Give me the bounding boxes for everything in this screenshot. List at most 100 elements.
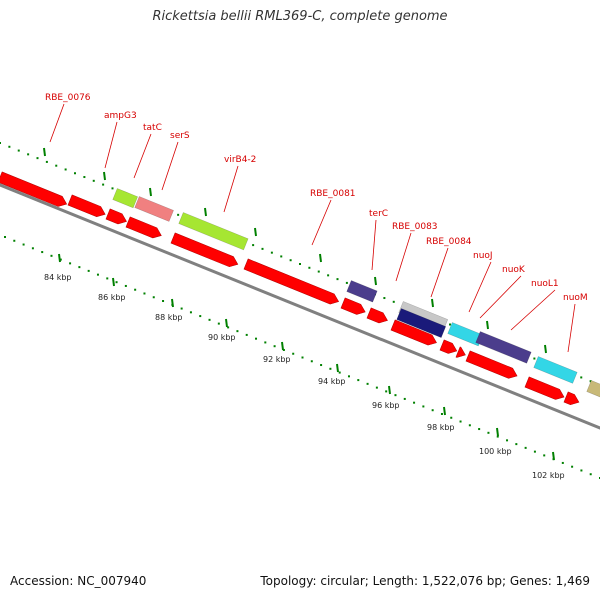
minor-tick: [450, 416, 453, 419]
gene-label: nuoM: [563, 293, 588, 303]
kbp-tick-label: 98 kbp: [427, 423, 455, 432]
label-leader-line: [479, 275, 522, 319]
label-leader-line: [133, 133, 152, 179]
cds-arrow: [524, 376, 565, 400]
minor-tick: [41, 251, 44, 254]
minor-tick: [422, 405, 425, 408]
minor-tick: [199, 315, 202, 318]
minor-tick: [589, 473, 592, 476]
minor-tick: [177, 213, 180, 216]
major-tick: [552, 451, 555, 461]
accession-text: Accession: NC_007940: [10, 574, 147, 588]
major-tick: [254, 227, 257, 237]
gene-block: [586, 380, 600, 400]
gene-labels: RBE_0076 ampG3 tatC serS virB4-2 RBE_0081 terC…: [45, 93, 588, 303]
kbp-tick-label: 96 kbp: [372, 401, 400, 410]
minor-tick: [217, 322, 220, 325]
minor-tick: [227, 326, 230, 329]
minor-tick: [22, 243, 25, 246]
minor-tick: [96, 273, 99, 276]
minor-tick: [413, 401, 416, 404]
minor-tick: [189, 311, 192, 314]
minor-tick: [252, 244, 255, 247]
minor-tick: [92, 179, 95, 182]
cds-arrow: [125, 216, 162, 239]
minor-tick: [327, 274, 330, 277]
minor-tick: [338, 371, 341, 374]
cds-arrow: [390, 319, 437, 346]
kbp-tick-label: 94 kbp: [318, 377, 346, 386]
label-leader-lines: [49, 103, 576, 353]
minor-tick: [83, 176, 86, 179]
major-tick: [43, 147, 46, 157]
minor-tick: [375, 386, 378, 389]
minor-tick: [289, 259, 292, 262]
inner-tick-ring: [4, 236, 600, 479]
kbp-tick-label: 84 kbp: [44, 273, 72, 282]
major-tick: [112, 277, 115, 287]
minor-tick: [385, 390, 388, 393]
minor-tick: [366, 382, 369, 385]
major-tick: [319, 253, 322, 263]
label-leader-line: [161, 141, 179, 191]
cds-arrow: [67, 194, 106, 218]
gene-label: RBE_0081: [310, 189, 356, 199]
minor-tick: [31, 247, 34, 250]
minor-tick: [478, 428, 481, 431]
label-leader-line: [104, 121, 118, 169]
minor-tick: [13, 239, 16, 242]
minor-tick: [261, 247, 264, 250]
kbp-tick-label: 88 kbp: [155, 313, 183, 322]
gene-block: [475, 331, 532, 364]
major-tick: [204, 207, 207, 217]
minor-tick: [524, 446, 527, 449]
minor-tick: [345, 281, 348, 284]
minor-tick: [394, 394, 397, 397]
minor-tick: [208, 318, 211, 321]
minor-tick: [180, 307, 183, 310]
minor-tick: [329, 367, 332, 370]
minor-tick: [282, 348, 285, 351]
gene-label: serS: [170, 131, 190, 141]
minor-tick: [124, 284, 127, 287]
feature-track: [0, 171, 600, 405]
minor-tick: [308, 266, 311, 269]
cds-arrow: [340, 297, 366, 315]
minor-tick: [459, 420, 462, 423]
major-tick: [388, 385, 391, 395]
minor-tick: [264, 341, 267, 344]
major-tick: [431, 298, 434, 308]
minor-tick: [506, 439, 509, 442]
minor-tick: [64, 168, 67, 171]
gene-label: terC: [369, 209, 388, 219]
minor-tick: [45, 160, 48, 163]
minor-tick: [74, 172, 76, 175]
minor-tick: [449, 323, 451, 326]
cds-arrow: [170, 232, 239, 268]
minor-tick: [134, 288, 137, 291]
minor-tick: [440, 412, 443, 415]
cds-arrow: [455, 346, 466, 358]
minor-tick: [87, 269, 90, 272]
minor-tick: [431, 409, 434, 412]
gene-label: tatC: [143, 123, 162, 133]
minor-tick: [317, 270, 320, 273]
minor-tick: [69, 262, 72, 265]
label-leader-line: [371, 219, 377, 271]
minor-tick: [580, 469, 583, 472]
label-leader-line: [49, 103, 65, 143]
kbp-labels: 84 kbp 86 kbp 88 kbp 90 kbp 92 kbp 94 kbp 96 k…: [44, 273, 565, 480]
cds-arrow: [366, 307, 388, 324]
minor-tick: [357, 379, 360, 382]
gene-block: [178, 212, 249, 251]
minor-tick: [27, 153, 30, 156]
minor-tick: [55, 164, 58, 167]
label-leader-line: [468, 261, 492, 313]
minor-tick: [102, 183, 105, 186]
label-leader-line: [395, 232, 412, 282]
minor-tick: [50, 254, 53, 257]
gene-block: [346, 280, 378, 303]
major-tick: [486, 320, 489, 330]
kbp-tick-label: 86 kbp: [98, 293, 126, 302]
